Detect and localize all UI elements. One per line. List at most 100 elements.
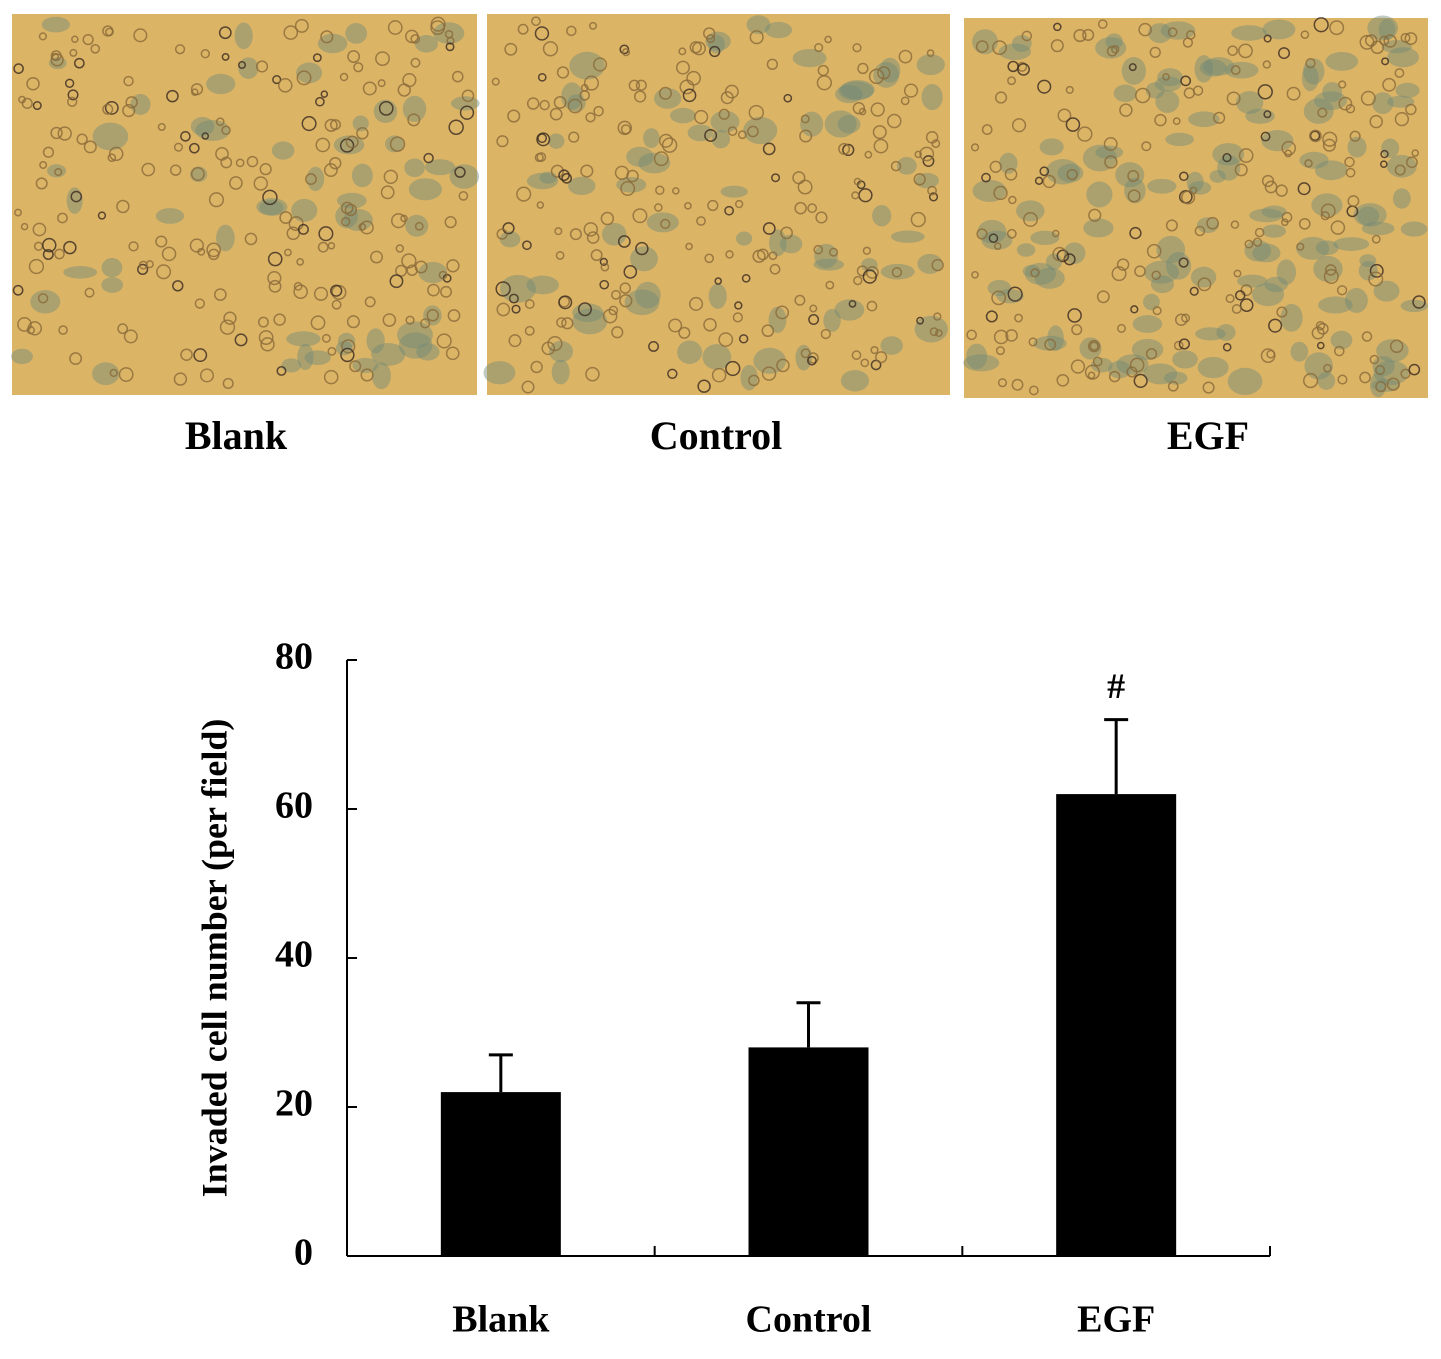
stained-cell — [1082, 144, 1117, 172]
cell — [137, 263, 149, 275]
cell — [1030, 268, 1040, 278]
cell — [1005, 329, 1018, 342]
stained-cell — [1367, 15, 1399, 41]
cell — [1323, 268, 1339, 284]
y-tick-label: 0 — [294, 1232, 313, 1274]
cell — [1380, 149, 1389, 159]
y-axis-label: Invaded cell number (per field) — [194, 719, 234, 1198]
stained-cell — [92, 362, 120, 386]
cell — [1276, 306, 1288, 318]
cell — [116, 199, 130, 214]
stained-cell — [710, 110, 740, 133]
cell — [427, 283, 440, 297]
cell — [430, 20, 446, 35]
cell — [296, 70, 312, 86]
cell — [872, 125, 887, 140]
cell — [870, 345, 879, 355]
panel-label: Control — [650, 413, 783, 458]
cell — [1412, 295, 1426, 309]
stained-cell — [1033, 335, 1067, 351]
cell — [293, 284, 308, 300]
annotation: # — [1107, 666, 1125, 706]
stained-cell — [977, 219, 1007, 244]
stained-cell — [1086, 181, 1113, 208]
cell — [405, 315, 415, 325]
cell — [1371, 234, 1381, 244]
x-tick-label: EGF — [1077, 1299, 1155, 1341]
cell — [1394, 111, 1410, 127]
cell — [1281, 140, 1297, 156]
cell — [57, 212, 68, 224]
cell — [1023, 212, 1038, 227]
stained-cell — [101, 277, 124, 293]
cell — [1065, 117, 1081, 132]
cell — [1173, 340, 1184, 351]
cell — [296, 258, 305, 266]
cell — [632, 208, 648, 224]
cell — [668, 318, 683, 333]
cell — [84, 287, 95, 298]
cell — [1065, 85, 1074, 94]
cell — [807, 203, 818, 214]
cell — [383, 169, 399, 185]
stained-cell — [1249, 208, 1284, 223]
cell — [815, 211, 828, 224]
cell — [1097, 19, 1108, 29]
cell — [390, 213, 407, 229]
cell — [1394, 164, 1406, 176]
cell — [1338, 96, 1353, 111]
cell — [272, 75, 282, 85]
cell — [852, 102, 866, 115]
cell — [877, 66, 891, 80]
cell — [1268, 318, 1283, 333]
cell — [1165, 219, 1178, 232]
cell — [679, 79, 695, 95]
cell — [42, 146, 55, 158]
cell — [27, 321, 42, 336]
cell — [508, 334, 522, 348]
cell — [1309, 129, 1322, 143]
cell — [1149, 46, 1161, 59]
cell — [117, 323, 129, 335]
cell — [1369, 114, 1383, 129]
cell — [1286, 86, 1301, 101]
stained-cell — [1095, 37, 1127, 59]
bar — [440, 1092, 561, 1256]
cell — [1008, 195, 1017, 205]
cell — [324, 118, 338, 132]
cell — [608, 305, 619, 316]
cell — [931, 139, 941, 149]
cell — [1300, 30, 1310, 39]
cell — [766, 58, 779, 70]
stained-cell — [1357, 206, 1380, 226]
cell — [448, 119, 464, 135]
stained-cell — [921, 83, 943, 111]
stained-cell — [708, 283, 727, 309]
cell — [105, 27, 114, 37]
stained-cell — [917, 253, 943, 274]
stained-cell — [834, 299, 865, 321]
cell — [180, 348, 193, 361]
stained-cell — [271, 141, 295, 160]
cell — [246, 155, 259, 168]
cell — [340, 347, 355, 363]
stained-cell — [1157, 68, 1183, 87]
cell — [748, 374, 760, 387]
stained-cell — [779, 234, 803, 254]
stained-cell — [1299, 151, 1329, 169]
cell — [914, 150, 922, 159]
cell — [401, 253, 417, 269]
cell — [189, 238, 204, 253]
cell — [320, 90, 329, 98]
stained-cell — [1016, 243, 1036, 257]
cell — [1264, 180, 1278, 194]
cell — [838, 142, 851, 155]
cell — [1011, 118, 1027, 133]
stained-cell — [1314, 160, 1348, 181]
cell — [714, 277, 722, 285]
cell — [602, 308, 618, 324]
stained-cell — [643, 128, 660, 149]
cell — [260, 337, 275, 352]
cell — [1244, 239, 1254, 249]
cell — [703, 27, 716, 40]
